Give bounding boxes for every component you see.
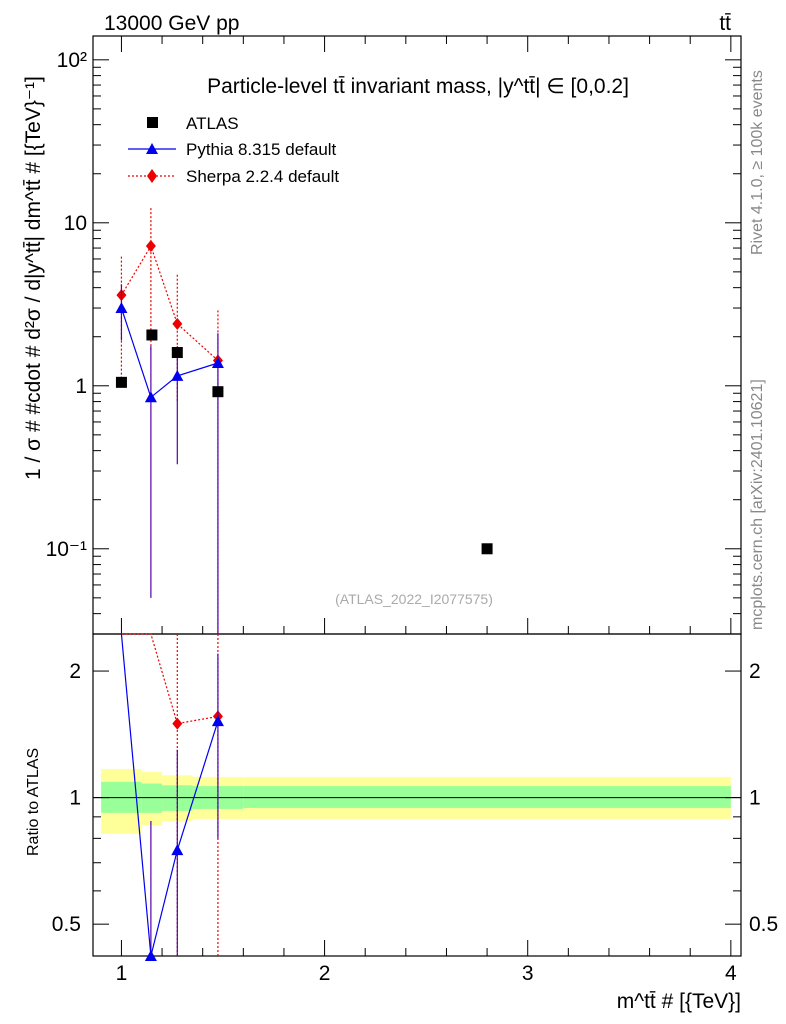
rivet-label: Rivet 4.1.0, ≥ 100k events bbox=[749, 70, 766, 255]
atlas-data-point bbox=[481, 543, 493, 555]
pythia-point bbox=[211, 356, 224, 368]
x-axis-label: m^tt̄ # [{TeV}] bbox=[617, 990, 741, 1013]
atlas-data-point bbox=[171, 347, 183, 359]
pythia-ratio-point bbox=[171, 844, 184, 856]
ratio-y-tick-label: 1 bbox=[69, 787, 81, 810]
pythia-line bbox=[120, 307, 219, 399]
x-tick-label: 1 bbox=[116, 962, 128, 985]
sherpa-point bbox=[172, 317, 183, 330]
process-label: tt̄ bbox=[719, 12, 731, 35]
main-y-axis-label: 1 / σ # #cdot # d²σ / d|y^tt̄| dm^tt̄ # … bbox=[22, 76, 45, 480]
sherpa-series bbox=[116, 208, 223, 956]
legend-atlas-marker bbox=[147, 117, 158, 128]
atlas-series bbox=[115, 329, 493, 555]
legend-pythia-marker bbox=[146, 143, 158, 154]
legend-atlas-label: ATLAS bbox=[186, 114, 239, 133]
atlas-data-point bbox=[212, 386, 224, 398]
axis-ticks: 1 2 3 4 10⁻¹ 1 10 10² 0.5 0.5 1 1 2 2 bbox=[46, 36, 778, 985]
sherpa-ratio-line bbox=[121, 633, 219, 725]
band-inner-segment bbox=[141, 783, 163, 813]
data-series bbox=[115, 208, 493, 961]
ratio-plot-frame bbox=[92, 633, 742, 957]
ratio-y-tick-label-right: 1 bbox=[749, 787, 761, 810]
x-tick-label: 3 bbox=[522, 962, 534, 985]
sherpa-point bbox=[145, 240, 156, 253]
main-y-tick-label: 10⁻¹ bbox=[46, 538, 87, 561]
atlas-data-point bbox=[115, 376, 127, 388]
pythia-ratio-line bbox=[120, 633, 219, 957]
pythia-point bbox=[171, 369, 184, 381]
chart-title: Particle-level tt̄ invariant mass, |y^tt… bbox=[207, 75, 629, 98]
ratio-y-axis-label: Ratio to ATLAS bbox=[25, 748, 42, 856]
band-inner-segment bbox=[243, 786, 731, 808]
x-tick-label: 4 bbox=[725, 962, 737, 985]
analysis-watermark: (ATLAS_2022_I2077575) bbox=[335, 591, 493, 607]
mcplots-label: mcplots.cern.ch [arXiv:2401.10621] bbox=[749, 379, 766, 630]
main-y-tick-label: 10 bbox=[64, 212, 87, 235]
legend-sherpa-label: Sherpa 2.2.4 default bbox=[186, 167, 339, 186]
ratio-y-tick-label-right: 2 bbox=[749, 660, 761, 683]
pythia-point bbox=[115, 302, 128, 314]
atlas-data-point bbox=[146, 329, 158, 341]
pythia-ratio-point bbox=[144, 950, 157, 961]
legend: ATLAS Pythia 8.315 default Sherpa 2.2.4 … bbox=[128, 114, 339, 186]
main-y-tick-label: 1 bbox=[75, 375, 87, 398]
ratio-y-tick-label: 2 bbox=[69, 660, 81, 683]
energy-label: 13000 GeV pp bbox=[104, 12, 239, 35]
pythia-series bbox=[115, 284, 224, 961]
legend-sherpa-marker bbox=[147, 169, 157, 183]
legend-pythia-label: Pythia 8.315 default bbox=[186, 140, 337, 159]
sherpa-ratio-point bbox=[172, 717, 183, 730]
x-tick-label: 2 bbox=[319, 962, 331, 985]
ratio-y-tick-label: 0.5 bbox=[52, 913, 81, 936]
ratio-uncertainty-bands bbox=[101, 768, 731, 834]
main-y-tick-label: 10² bbox=[57, 49, 87, 72]
pythia-ratio-point bbox=[211, 715, 224, 727]
sherpa-line bbox=[120, 244, 219, 361]
pythia-point bbox=[144, 391, 157, 403]
ratio-y-tick-label-right: 0.5 bbox=[749, 913, 778, 936]
